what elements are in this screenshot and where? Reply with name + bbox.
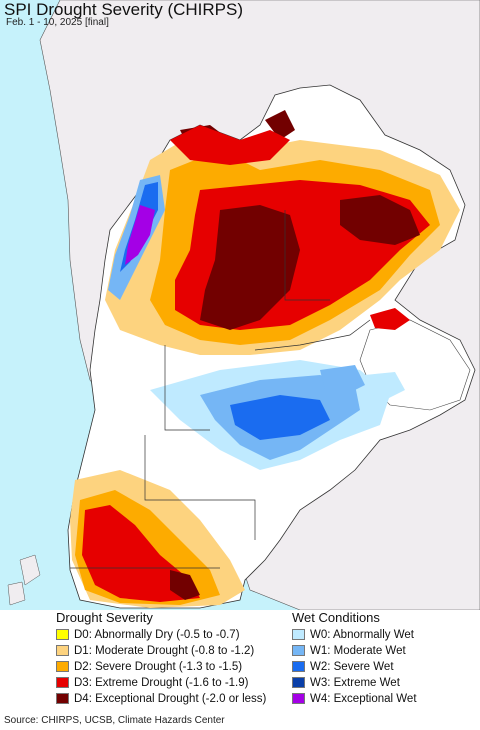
d4-east [340,195,420,245]
swatch-d3 [56,677,69,688]
borders [70,210,371,569]
swatch-w2 [292,661,305,672]
swatch-w1 [292,645,305,656]
w1-east [320,365,365,395]
legend-label-w0: W0: Abnormally Wet [310,629,414,641]
source-credit: Source: CHIRPS, UCSB, Climate Hazards Ce… [4,715,225,726]
swatch-d0 [56,629,69,640]
legend-label-d0: D0: Abnormally Dry (-0.5 to -0.7) [74,629,240,641]
swatch-d4 [56,693,69,704]
swatch-w3 [292,677,305,688]
w0-uruguay [365,372,405,400]
legend-label-d3: D3: Extreme Drought (-1.6 to -1.9) [74,677,249,689]
legend-label-w2: W2: Severe Wet [310,661,394,673]
legend-label-w1: W1: Moderate Wet [310,645,406,657]
map-title: SPI Drought Severity (CHIRPS) [4,0,244,19]
d4-nne [265,110,295,140]
d3-se [370,308,410,330]
legend-label-w3: W3: Extreme Wet [310,677,400,689]
legend-label-w4: W4: Exceptional Wet [310,693,417,705]
legend-label-d1: D1: Moderate Drought (-0.8 to -1.2) [74,645,255,657]
d4-core [200,205,300,330]
d4-south [170,570,200,600]
w2-central [230,395,330,440]
map-subtitle: Feb. 1 - 10, 2025 [final] [6,17,109,28]
swatch-w4 [292,693,305,704]
legend-drought-heading: Drought Severity [56,610,153,625]
drought-map [0,0,480,610]
legend-label-d2: D2: Severe Drought (-1.3 to -1.5) [74,661,243,673]
d3-north-strip [170,125,290,165]
w4-andes [125,205,155,265]
swatch-d1 [56,645,69,656]
chile-coast-islands [7,554,41,606]
swatch-d2 [56,661,69,672]
legend-wet-heading: Wet Conditions [292,610,380,625]
legend: Drought Severity Wet Conditions D0: Abno… [0,610,480,710]
legend-label-d4: D4: Exceptional Drought (-2.0 or less) [74,693,267,705]
swatch-w0 [292,629,305,640]
